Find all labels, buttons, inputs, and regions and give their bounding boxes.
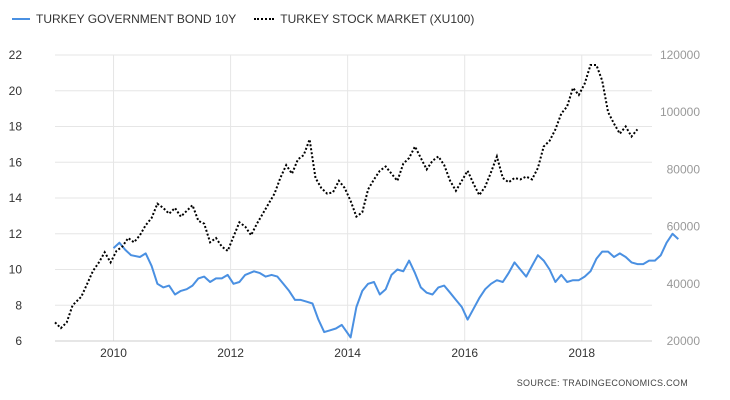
legend-item-bond[interactable]: TURKEY GOVERNMENT BOND 10Y: [12, 12, 236, 26]
legend-swatch-stock: [254, 18, 275, 20]
source-credit: SOURCE: TRADINGECONOMICS.COM: [516, 378, 688, 388]
legend: TURKEY GOVERNMENT BOND 10Y TURKEY STOCK …: [12, 8, 492, 30]
y-left-tick-label: 22: [9, 48, 23, 62]
y-right-tick-label: 100000: [660, 105, 700, 119]
legend-swatch-bond: [12, 18, 30, 20]
x-tick-label: 2012: [217, 346, 244, 360]
legend-label-stock: TURKEY STOCK MARKET (XU100): [280, 12, 475, 26]
x-tick-label: 2014: [334, 346, 361, 360]
y-left-tick-label: 14: [9, 191, 23, 205]
y-left-tick-label: 18: [9, 120, 23, 134]
y-right-tick-label: 20000: [667, 334, 701, 348]
series-line-stock: [54, 64, 639, 330]
legend-label-bond: TURKEY GOVERNMENT BOND 10Y: [36, 12, 237, 26]
y-right-tick-label: 60000: [667, 220, 701, 234]
y-left-tick-label: 10: [9, 263, 23, 277]
legend-item-stock[interactable]: TURKEY STOCK MARKET (XU100): [254, 12, 474, 26]
y-right-tick-label: 120000: [660, 48, 700, 62]
x-tick-label: 2018: [568, 346, 595, 360]
y-left-tick-label: 16: [9, 155, 23, 169]
y-left-tick-label: 6: [15, 334, 22, 348]
y-left-tick-label: 8: [15, 298, 22, 312]
y-left-tick-label: 20: [9, 84, 23, 98]
y-left-tick-label: 12: [9, 227, 23, 241]
y-right-tick-label: 80000: [667, 162, 701, 176]
x-tick-label: 2010: [100, 346, 127, 360]
y-right-tick-label: 40000: [667, 277, 701, 291]
series-line-bond: [112, 232, 679, 339]
x-tick-label: 2016: [451, 346, 478, 360]
